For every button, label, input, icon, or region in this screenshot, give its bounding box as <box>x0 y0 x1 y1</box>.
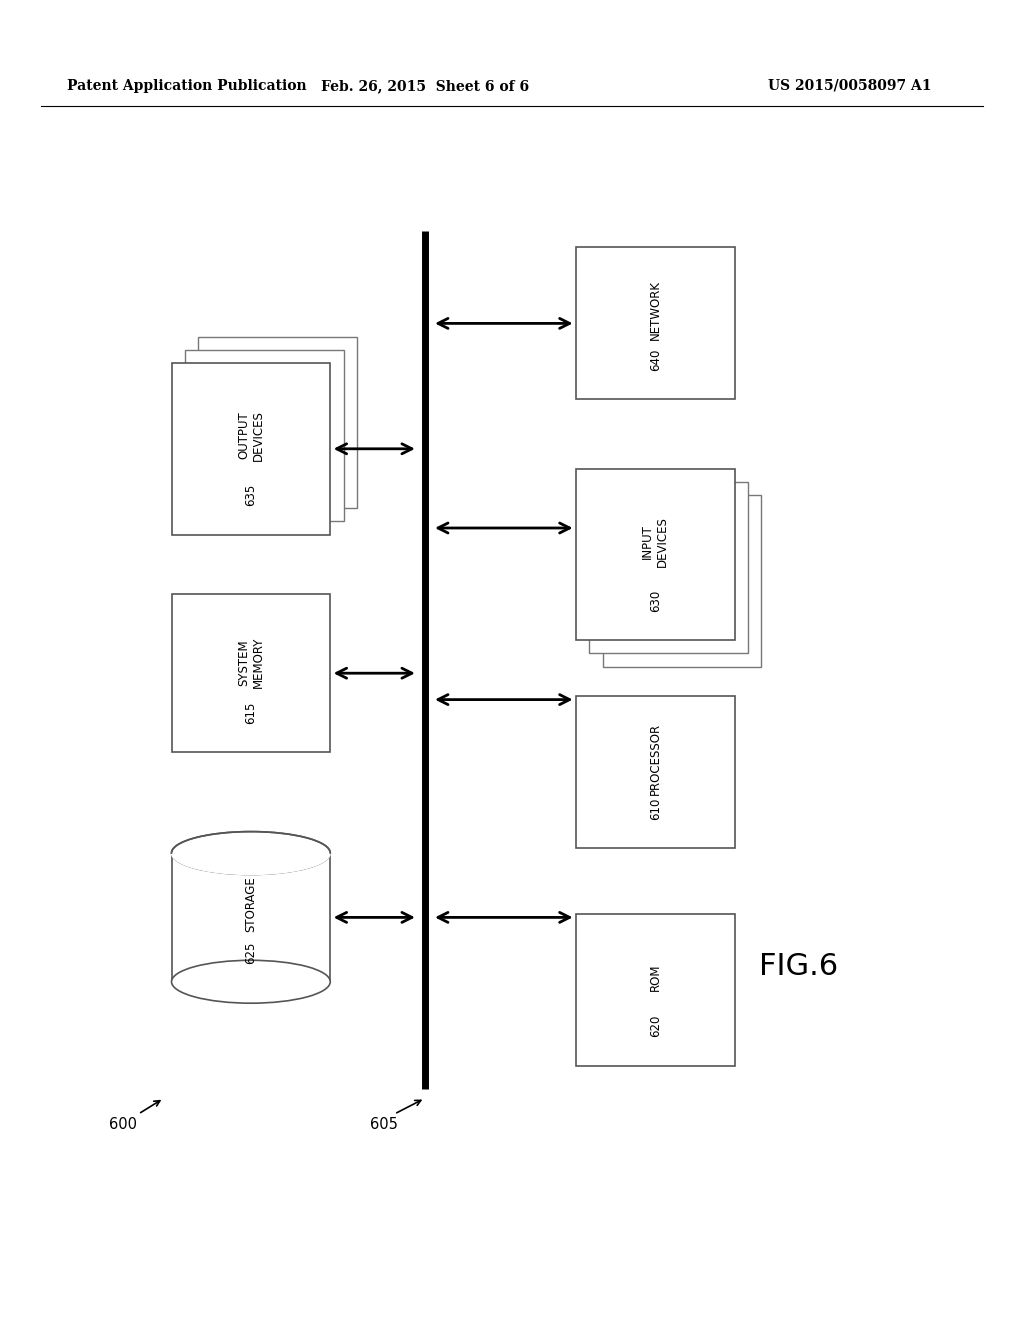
Text: 615: 615 <box>245 702 257 723</box>
FancyBboxPatch shape <box>171 853 330 982</box>
Text: FIG.6: FIG.6 <box>759 952 839 981</box>
Bar <box>171 363 330 535</box>
Ellipse shape <box>171 832 330 874</box>
Bar <box>184 350 344 521</box>
Text: STORAGE: STORAGE <box>245 876 257 932</box>
Text: 635: 635 <box>245 484 257 506</box>
Bar <box>171 594 330 752</box>
Text: 625: 625 <box>245 941 257 964</box>
Bar <box>575 248 735 399</box>
Text: US 2015/0058097 A1: US 2015/0058097 A1 <box>768 79 932 92</box>
Text: 620: 620 <box>649 1015 662 1038</box>
Bar <box>575 469 735 640</box>
Text: 640: 640 <box>649 348 662 371</box>
Bar <box>590 482 748 653</box>
Text: PROCESSOR: PROCESSOR <box>649 723 662 795</box>
Text: Patent Application Publication: Patent Application Publication <box>67 79 306 92</box>
Text: Feb. 26, 2015  Sheet 6 of 6: Feb. 26, 2015 Sheet 6 of 6 <box>321 79 529 92</box>
Bar <box>198 337 356 508</box>
Bar <box>602 495 762 667</box>
Polygon shape <box>171 853 330 874</box>
Text: 630: 630 <box>649 590 662 611</box>
Bar <box>575 913 735 1067</box>
Text: 605: 605 <box>370 1117 398 1133</box>
Text: 600: 600 <box>109 1117 137 1133</box>
Text: OUTPUT
DEVICES: OUTPUT DEVICES <box>237 411 265 461</box>
Text: SYSTEM
MEMORY: SYSTEM MEMORY <box>237 638 265 688</box>
Ellipse shape <box>171 961 330 1003</box>
Text: 610: 610 <box>649 797 662 820</box>
Text: ROM: ROM <box>649 964 662 990</box>
Bar <box>575 697 735 849</box>
Text: INPUT
DEVICES: INPUT DEVICES <box>641 516 670 566</box>
Text: NETWORK: NETWORK <box>649 280 662 341</box>
